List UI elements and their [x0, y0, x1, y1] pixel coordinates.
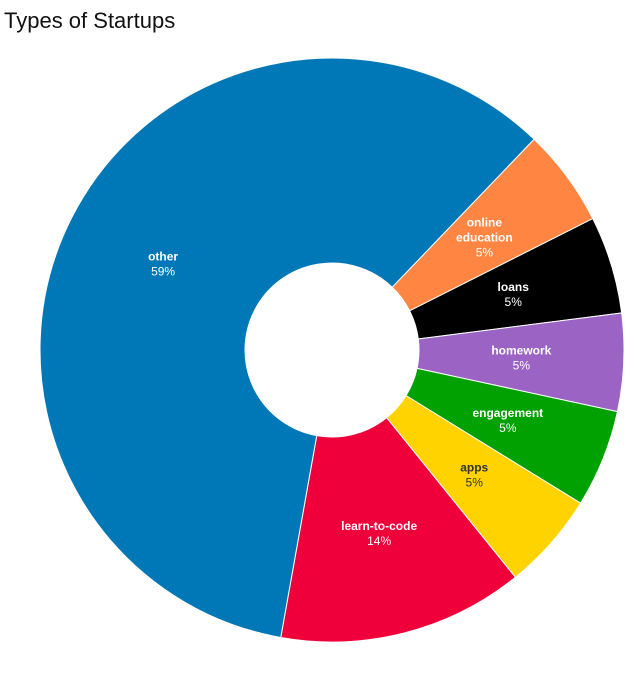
slice-percent: 5%: [476, 245, 494, 259]
slice-label: homework 5%: [491, 344, 551, 373]
slice-name: apps: [460, 461, 488, 475]
slice-percent: 59%: [151, 265, 175, 279]
chart-title: Types of Startups: [4, 8, 176, 33]
slice-percent: 5%: [466, 476, 484, 490]
slice-other: [39, 57, 535, 639]
slice-percent: 14%: [367, 534, 391, 548]
slice-percent: 5%: [505, 295, 523, 309]
slice-label: online education 5%: [456, 215, 513, 259]
slice-name: learn-to-code: [341, 519, 417, 533]
slice-percent: 5%: [513, 359, 531, 373]
slice-name: education: [456, 230, 513, 244]
slice-label: loans 5%: [498, 280, 530, 309]
slice-name: other: [148, 250, 178, 264]
slice-percent: 5%: [499, 421, 517, 435]
slice-name: engagement: [472, 406, 543, 420]
slice-name: loans: [498, 280, 530, 294]
slice-label: apps 5%: [460, 461, 488, 490]
slice-name: homework: [491, 344, 551, 358]
slice-label: engagement 5%: [472, 406, 543, 435]
slice-label: learn-to-code 14%: [341, 519, 417, 548]
slice-label: other 59%: [148, 250, 178, 279]
slice-name: online: [467, 215, 503, 229]
slice-learn-to-code: [280, 417, 517, 643]
